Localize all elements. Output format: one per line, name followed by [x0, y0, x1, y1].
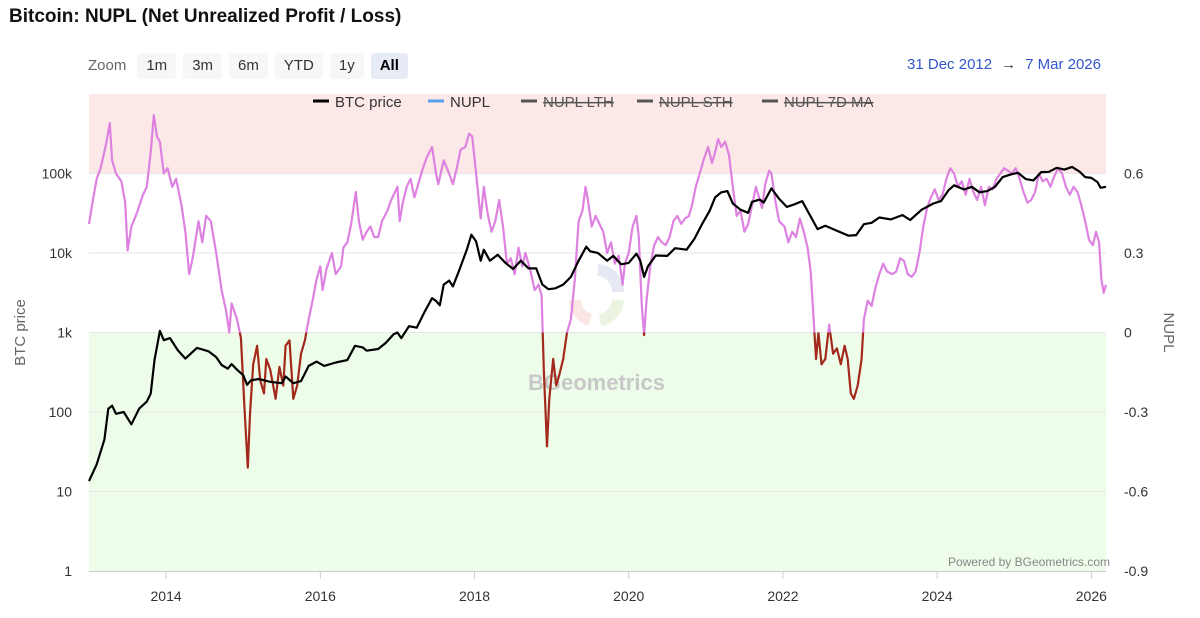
- left-tick-label: 10k: [49, 245, 73, 261]
- legend-item-nupl-sth[interactable]: NUPL STH: [637, 94, 733, 111]
- nupl-positive-line: [827, 323, 832, 333]
- watermark-logo-icon: [569, 264, 625, 326]
- left-axis-title: BTC price: [12, 299, 29, 366]
- right-axis-title: NUPL: [1160, 312, 1177, 352]
- right-tick-label: 0: [1124, 325, 1132, 341]
- range-from[interactable]: 31 Dec 2012: [907, 56, 993, 73]
- legend-item-nupl-lth[interactable]: NUPL LTH: [521, 94, 614, 111]
- left-tick-label: 100: [49, 404, 73, 420]
- legend-label: NUPL: [450, 94, 490, 111]
- range-to[interactable]: 7 Mar 2026: [1025, 56, 1101, 73]
- x-tick-label: 2016: [305, 588, 336, 604]
- x-tick-label: 2018: [459, 588, 490, 604]
- nupl-negative-line: [813, 332, 820, 361]
- nupl-positive-line: [643, 138, 816, 333]
- nupl-positive-line: [565, 185, 645, 333]
- legend-item-nupl[interactable]: NUPL: [428, 94, 490, 111]
- page-title: Bitcoin: NUPL (Net Unrealized Profit / L…: [9, 6, 402, 27]
- btc-price-line: [88, 165, 1107, 482]
- credits-link[interactable]: Powered by BGeometrics.com: [948, 555, 1110, 569]
- nupl-negative-line: [817, 332, 830, 366]
- legend-label: NUPL 7D MA: [784, 94, 873, 111]
- right-tick-label: -0.6: [1124, 484, 1148, 500]
- left-tick-label: 1k: [57, 325, 73, 341]
- nupl-negative-line: [238, 332, 308, 469]
- x-tick-label: 2026: [1076, 588, 1107, 604]
- zoom-3m-button[interactable]: 3m: [183, 52, 223, 79]
- left-tick-label: 1: [64, 563, 72, 579]
- right-tick-label: -0.3: [1124, 404, 1148, 420]
- nupl-negative-line: [541, 332, 569, 448]
- right-tick-label: 0.3: [1124, 245, 1144, 261]
- nupl-positive-line: [305, 132, 544, 333]
- date-range: 31 Dec 2012 → 7 Mar 2026: [907, 56, 1101, 73]
- euphoria-zone: [89, 94, 1106, 174]
- left-tick-label: 100k: [42, 166, 73, 182]
- range-arrow-icon: →: [1001, 56, 1017, 73]
- left-tick-label: 10: [56, 484, 72, 500]
- zoom-label: Zoom: [88, 57, 127, 74]
- zoom-1y-button[interactable]: 1y: [329, 52, 364, 79]
- zoom-1m-button[interactable]: 1m: [137, 52, 177, 79]
- legend-label: NUPL STH: [659, 94, 733, 111]
- legend: BTC price NUPL NUPL LTH NUPL STH NUPL 7D MA: [313, 94, 873, 111]
- legend-label: NUPL LTH: [543, 94, 614, 111]
- axes: 2014 2016 2018 2020 2022 2024 2026 1 10 100 1k 10k 1…: [12, 166, 1177, 605]
- zoom-6m-button[interactable]: 6m: [229, 52, 268, 79]
- legend-label: BTC price: [335, 94, 402, 111]
- x-tick-label: 2020: [613, 588, 644, 604]
- watermark-text: BGeometrics: [528, 370, 665, 395]
- legend-item-btc-price[interactable]: BTC price: [313, 94, 402, 111]
- nupl-negative-line: [829, 332, 865, 400]
- x-tick-label: 2024: [922, 588, 953, 604]
- series: [87, 114, 1108, 482]
- zoom-bar: Zoom 1m 3m 6m YTD 1y All: [88, 52, 408, 79]
- zoom-all-button[interactable]: All: [370, 52, 408, 79]
- nupl-positive-line: [87, 114, 241, 334]
- x-tick-label: 2022: [767, 588, 798, 604]
- legend-item-nupl-7d-ma[interactable]: NUPL 7D MA: [762, 94, 873, 111]
- right-tick-label: 0.6: [1124, 166, 1144, 182]
- nupl-positive-line: [862, 167, 1108, 333]
- zoom-ytd-button[interactable]: YTD: [274, 52, 323, 79]
- x-tick-label: 2014: [151, 588, 182, 604]
- right-tick-label: -0.9: [1124, 563, 1148, 579]
